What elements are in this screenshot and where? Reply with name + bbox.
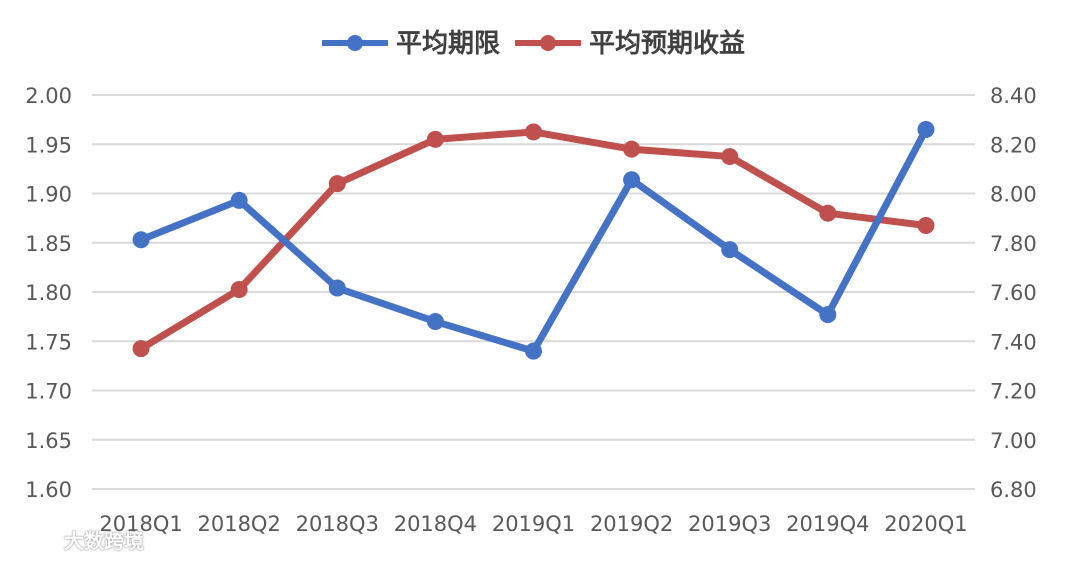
- x-axis-tick-label: 2018Q4: [394, 512, 477, 536]
- data-point: [328, 279, 346, 297]
- x-axis-tick-label: 2018Q3: [296, 512, 379, 536]
- data-point: [917, 217, 935, 235]
- x-axis-tick-label: 2018Q2: [197, 512, 280, 536]
- left-axis-tick-label: 1.90: [25, 183, 72, 207]
- legend-label-series-2: 平均预期收益: [589, 29, 745, 59]
- left-axis-tick-label: 1.70: [25, 380, 72, 404]
- data-point: [819, 204, 837, 222]
- right-axis-tick-label: 7.20: [990, 380, 1037, 404]
- left-axis-tick-label: 1.85: [25, 232, 72, 256]
- right-axis-tick-label: 6.80: [990, 478, 1037, 502]
- left-axis-tick-label: 1.80: [25, 281, 72, 305]
- logo-icon: [14, 527, 58, 551]
- left-axis-tick-label: 1.60: [25, 478, 72, 502]
- data-point: [721, 241, 739, 259]
- x-axis-tick-label: 2020Q1: [884, 512, 967, 536]
- data-point: [623, 171, 641, 189]
- data-point: [525, 342, 542, 360]
- right-axis-tick-label: 7.00: [990, 429, 1037, 453]
- x-axis-tick-label: 2018Q1: [99, 512, 182, 536]
- left-axis-tick-label: 1.95: [25, 133, 72, 157]
- data-point: [426, 130, 444, 148]
- data-point: [132, 340, 150, 358]
- data-point: [917, 120, 935, 138]
- data-point: [230, 281, 248, 299]
- right-y-axis: 8.40 8.20 8.00 7.80 7.60 7.40 7.20 7.00 6.80: [990, 84, 1037, 502]
- series-layer: [132, 120, 935, 360]
- legend-marker-series-1: [347, 35, 363, 51]
- left-axis-tick-label: 1.75: [25, 330, 72, 354]
- x-axis: 2018Q1 2018Q2 2018Q3 2018Q4 2019Q1 2019Q2 2019…: [99, 512, 967, 536]
- right-axis-tick-label: 8.00: [990, 183, 1037, 207]
- right-axis-tick-label: 7.60: [990, 281, 1037, 305]
- legend-label-series-1: 平均期限: [396, 29, 500, 59]
- series-2: [132, 123, 935, 358]
- right-axis-tick-label: 7.80: [990, 232, 1037, 256]
- left-axis-tick-label: 2.00: [25, 84, 72, 108]
- data-point: [623, 140, 641, 158]
- left-y-axis: 2.00 1.95 1.90 1.85 1.80 1.75 1.70 1.65 1.60: [25, 84, 72, 502]
- legend: 平均期限 平均预期收益: [322, 29, 745, 59]
- data-point: [230, 191, 248, 209]
- x-axis-tick-label: 2019Q3: [688, 512, 771, 536]
- right-axis-tick-label: 8.40: [990, 84, 1037, 108]
- x-axis-tick-label: 2019Q4: [786, 512, 869, 536]
- legend-marker-series-2: [540, 35, 556, 51]
- x-axis-tick-label: 2019Q1: [492, 512, 575, 536]
- data-point: [819, 306, 837, 324]
- watermark: 大数跨境: [14, 524, 144, 554]
- left-axis-tick-label: 1.65: [25, 429, 72, 453]
- right-axis-tick-label: 8.20: [990, 133, 1037, 157]
- data-point: [328, 175, 346, 193]
- watermark-text: 大数跨境: [64, 528, 144, 553]
- data-point: [525, 123, 542, 141]
- series-line: [137, 128, 930, 353]
- x-axis-tick-label: 2019Q2: [590, 512, 673, 536]
- data-point: [426, 313, 444, 331]
- data-point: [132, 231, 150, 249]
- series-1: [132, 120, 935, 360]
- right-axis-tick-label: 7.40: [990, 330, 1037, 354]
- data-point: [721, 148, 739, 166]
- series-line: [137, 125, 930, 355]
